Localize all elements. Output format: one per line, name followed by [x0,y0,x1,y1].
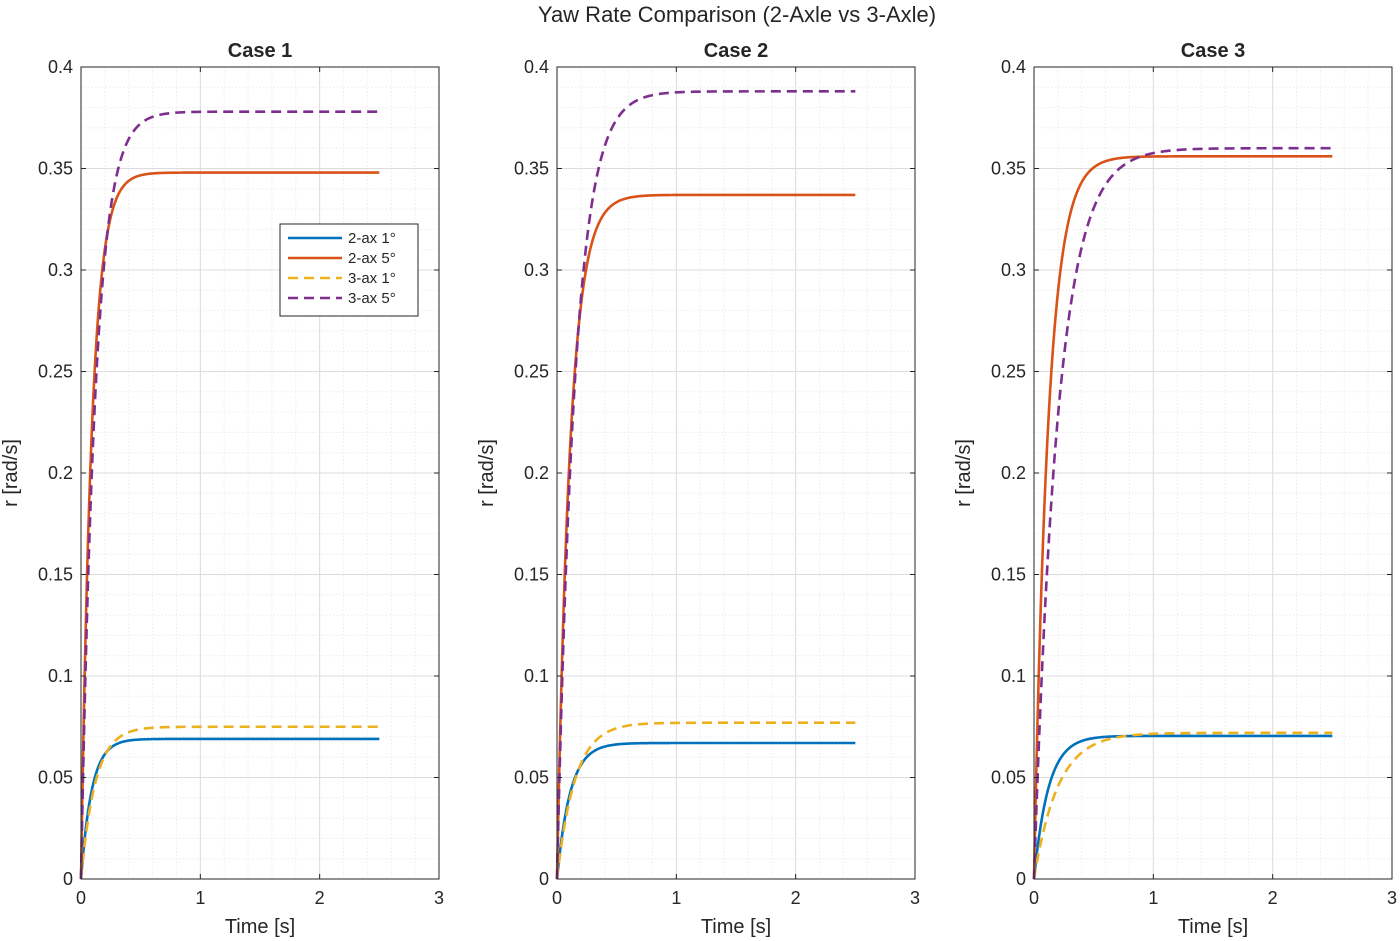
y-tick-label: 0.3 [524,260,549,280]
series-line-3-ax-1- [555,721,856,880]
series-line-3-ax-5- [1032,146,1333,880]
x-tick-label: 2 [315,888,325,908]
x-axis-label: Time [s] [701,916,771,938]
legend-label: 2-ax 5° [348,250,396,267]
legend: 2-ax 1° 2-ax 5° 3-ax 1° 3-ax 5° [279,223,419,317]
figure-title: Yaw Rate Comparison (2-Axle vs 3-Axle) [538,2,936,27]
series-line-2-ax-1- [1032,734,1333,880]
x-tick-label: 1 [671,888,681,908]
y-tick-label: 0.2 [524,463,549,483]
x-tick-label: 3 [910,888,920,908]
y-axis-label: r [rad/s] [953,439,975,507]
y-tick-label: 0.25 [38,362,73,382]
y-tick-label: 0.35 [38,159,73,179]
x-tick-label: 3 [434,888,444,908]
y-tick-label: 0.4 [1001,57,1026,77]
series-group [79,110,380,880]
legend-label: 2-ax 1° [348,230,396,247]
subplots: 0 1 2 3 0 0.05 0.1 0.15 0.2 0.25 0.3 0.35 0.4 Case 1 T… [0,40,1397,938]
x-tick-label: 1 [1148,888,1158,908]
x-tick-label: 0 [1029,888,1039,908]
y-tick-label: 0.3 [48,260,73,280]
x-tick-label: 0 [552,888,562,908]
x-axis-label: Time [s] [1178,916,1248,938]
series-line-3-ax-1- [1032,731,1333,880]
series-line-3-ax-5- [79,110,380,880]
series-line-2-ax-1- [555,741,856,880]
y-tick-label: 0.2 [48,463,73,483]
legend-box [279,223,419,317]
y-tick-label: 0.35 [991,159,1026,179]
series-group [555,90,856,880]
series-line-2-ax-5- [1032,155,1333,880]
y-tick-label: 0.1 [48,666,73,686]
y-tick-label: 0.05 [514,768,549,788]
y-axis-label: r [rad/s] [0,439,22,507]
y-tick-label: 0.1 [524,666,549,686]
y-tick-label: 0.4 [48,57,73,77]
y-tick-label: 0.2 [1001,463,1026,483]
y-tick-label: 0.25 [514,362,549,382]
y-axis-label: r [rad/s] [476,439,498,507]
series-line-2-ax-1- [79,737,380,880]
subplot-title: Case 3 [1181,40,1246,62]
y-tick-label: 0 [63,869,73,889]
subplot-title: Case 1 [228,40,293,62]
x-axis-label: Time [s] [225,916,295,938]
y-tick-label: 0.3 [1001,260,1026,280]
subplot-1: 0 1 2 3 0 0.05 0.1 0.15 0.2 0.25 0.3 0.35 0.4 Case 1 T… [0,40,444,938]
series-line-3-ax-5- [555,90,856,880]
y-tick-label: 0.15 [991,565,1026,585]
x-tick-label: 3 [1387,888,1397,908]
series-line-3-ax-1- [79,725,380,880]
y-tick-label: 0.05 [991,768,1026,788]
y-tick-label: 0.05 [38,768,73,788]
series-group [1032,146,1333,880]
y-tick-label: 0.15 [514,565,549,585]
major-grid [1033,66,1393,880]
y-tick-label: 0 [1016,869,1026,889]
x-tick-label: 0 [76,888,86,908]
series-line-2-ax-5- [555,193,856,880]
legend-label: 3-ax 5° [348,290,396,307]
x-tick-label: 1 [195,888,205,908]
series-line-2-ax-5- [79,171,380,880]
y-tick-label: 0.15 [38,565,73,585]
x-tick-label: 2 [791,888,801,908]
subplot-3: 0 1 2 3 0 0.05 0.1 0.15 0.2 0.25 0.3 0.35 0.4 Case 3 T… [953,40,1397,938]
x-tick-label: 2 [1268,888,1278,908]
y-tick-label: 0.1 [1001,666,1026,686]
y-tick-label: 0.25 [991,362,1026,382]
y-tick-label: 0.35 [514,159,549,179]
legend-label: 3-ax 1° [348,270,396,287]
subplot-2: 0 1 2 3 0 0.05 0.1 0.15 0.2 0.25 0.3 0.35 0.4 Case 2 T… [476,40,920,938]
subplot-title: Case 2 [704,40,769,62]
y-tick-label: 0 [539,869,549,889]
y-tick-label: 0.4 [524,57,549,77]
